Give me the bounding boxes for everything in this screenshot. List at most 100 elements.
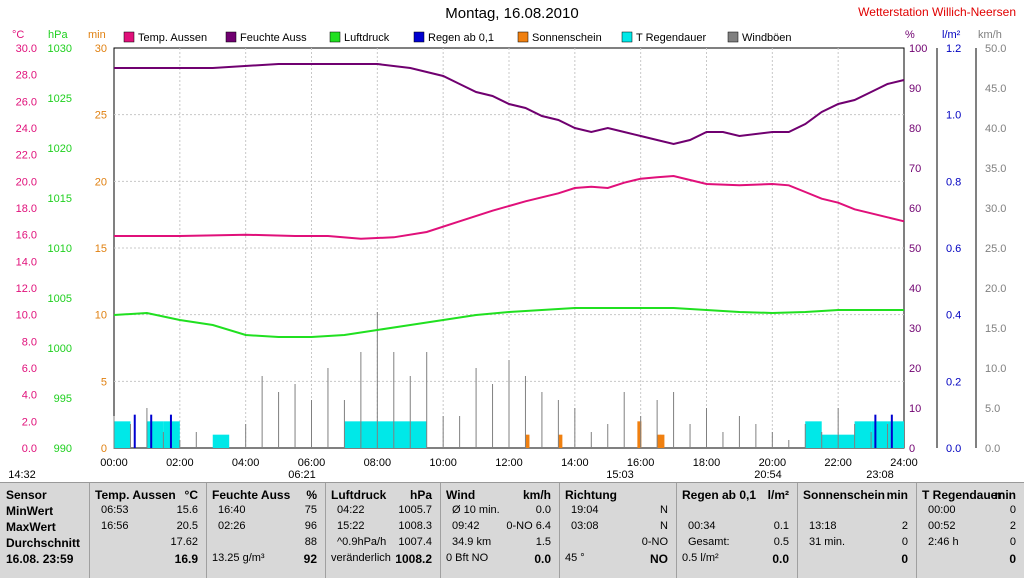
rain-axis-tick: 1.2 [946, 43, 961, 55]
table-cell-value: 75 [304, 504, 317, 516]
temp-axis-tick: 10.0 [16, 310, 37, 322]
table-row-label: MinWert [6, 504, 54, 518]
wind-axis-tick: 35.0 [985, 163, 1006, 175]
rain-duration-bar [146, 421, 164, 448]
legend-label: Temp. Aussen [138, 32, 207, 44]
wind-unit-label: km/h [978, 29, 1002, 41]
x-axis-tick: 08:00 [364, 457, 392, 469]
temp-axis-tick: 24.0 [16, 123, 37, 135]
legend-swatch [329, 31, 341, 43]
table-cell-value: 0.0 [772, 552, 789, 566]
table-cell-value: 0.0 [534, 552, 551, 566]
sunshine-bar [525, 434, 530, 448]
table-column: Feuchte Auss% 16:40 75 02:26 96 88 13.25 g/m³ 9… [206, 483, 326, 578]
rain-unit-label: l/m² [942, 29, 961, 41]
table-cell-left: 0.5 l/m² [682, 552, 719, 564]
rain-duration-bar [377, 421, 394, 448]
sunshine-bar [660, 434, 665, 448]
pressure-axis-tick: 1030 [48, 43, 72, 55]
table-column-header: T Regendauer [922, 488, 1003, 502]
minutes-axis-tick: 20 [95, 176, 107, 188]
rain-duration-bar [410, 421, 427, 448]
table-cell-value: 1007.4 [398, 536, 432, 548]
table-cell-left: ^0.9hPa/h [337, 536, 387, 548]
legend-swatch [727, 31, 739, 43]
humidity-axis-tick: 40 [909, 283, 921, 295]
pressure-axis-tick: 1010 [48, 243, 72, 255]
humidity-axis-tick: 100 [909, 43, 927, 55]
temperature-line [114, 174, 905, 240]
table-cell-value: 96 [304, 520, 317, 532]
table-column-unit: km/h [522, 488, 551, 502]
rain-duration-bar [821, 434, 839, 448]
minutes-axis-tick: 30 [95, 43, 107, 55]
humidity-line [114, 63, 905, 146]
pressure-unit-label: hPa [48, 29, 68, 41]
rain-duration-bar [838, 434, 855, 448]
table-cell-left: Ø 10 min. [452, 504, 500, 516]
rain-duration-bar [114, 421, 131, 448]
table-column-header: Feuchte Auss [212, 488, 291, 502]
table-cell-value: 20.5 [176, 520, 198, 532]
rain-bar [133, 414, 136, 448]
rain-axis-tick: 1.0 [946, 110, 961, 122]
humidity-axis-tick: 10 [909, 403, 921, 415]
table-cell-value: 92 [303, 552, 317, 566]
rain-axis-tick: 0.8 [946, 176, 961, 188]
table-cell-left: 02:26 [218, 520, 246, 532]
table-cell-value: N [660, 504, 668, 516]
sunshine-bar [637, 421, 642, 448]
legend-label: Regen ab 0,1 [428, 32, 494, 44]
table-column-unit: min [994, 488, 1016, 502]
pressure-axis-tick: 990 [54, 443, 72, 455]
rain-bar [150, 414, 153, 448]
table-column: T Regendauer min 00:00 0 00:52 2 2:46 h 0 0 [916, 483, 1024, 578]
minutes-unit-label: min [88, 29, 106, 41]
table-cell-value: NO [650, 552, 668, 566]
table-row-label: 16.08. 23:59 [6, 552, 74, 566]
humidity-axis-tick: 70 [909, 163, 921, 175]
table-cell-value: 88 [304, 536, 317, 548]
humidity-axis-tick: 30 [909, 323, 921, 335]
legend-label: Feuchte Auss [240, 32, 307, 44]
temp-unit-label: °C [12, 29, 24, 41]
table-cell-left: 00:52 [928, 520, 956, 532]
rain-duration-bar [854, 421, 872, 448]
rain-bar [169, 414, 172, 448]
humidity-axis-tick: 90 [909, 83, 921, 95]
wind-axis-tick: 40.0 [985, 123, 1006, 135]
x-axis-tick: 06:00 [298, 457, 326, 469]
table-cell-value: 17.62 [170, 536, 198, 548]
pressure-axis-tick: 1005 [48, 293, 72, 305]
sun-time-label: 20:54 [754, 469, 782, 481]
wind-axis-tick: 0.0 [985, 443, 1000, 455]
temp-axis-tick: 20.0 [16, 176, 37, 188]
table-cell-value: 0 [1009, 536, 1016, 548]
wind-axis-tick: 45.0 [985, 83, 1006, 95]
rain-axis-tick: 0.0 [946, 443, 961, 455]
table-column-header: Regen ab 0,1 [682, 488, 757, 502]
rain-duration-bar [360, 421, 378, 448]
table-cell-value: 0.0 [535, 504, 551, 516]
table-cell-left: 03:08 [571, 520, 599, 532]
table-cell-left: 00:00 [928, 504, 956, 516]
humidity-unit-label: % [905, 29, 915, 41]
humidity-axis-tick: 60 [909, 203, 921, 215]
table-cell-value: N [660, 520, 668, 532]
wind-axis-tick: 50.0 [985, 43, 1006, 55]
rain-duration-bar [212, 434, 230, 448]
table-row-label: Durchschnitt [6, 536, 81, 550]
table-cell-left: 31 min. [809, 536, 846, 548]
temp-axis-tick: 22.0 [16, 150, 37, 162]
sunshine-bar [558, 434, 563, 448]
x-axis-tick: 14:00 [561, 457, 589, 469]
legend-swatch [123, 31, 135, 43]
temp-axis-tick: 6.0 [22, 363, 37, 375]
legend-swatch [517, 31, 529, 43]
temp-axis-tick: 28.0 [16, 70, 37, 82]
table-row-label: Sensor [6, 488, 47, 502]
station-name: Wetterstation Willich-Neersen [858, 5, 1016, 19]
wind-axis-tick: 25.0 [985, 243, 1006, 255]
table-cell-left: 0 Bft NO [446, 552, 489, 564]
sun-time-label: 23:08 [866, 469, 894, 481]
